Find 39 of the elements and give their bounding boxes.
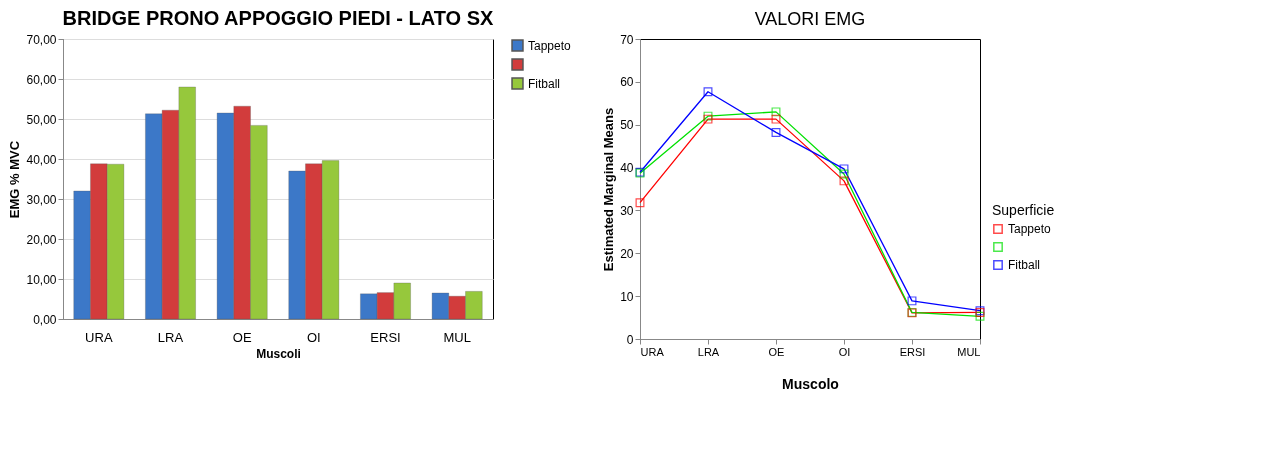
y-tick-label: 20,00 — [26, 232, 57, 247]
legend-label: Fitball — [528, 76, 561, 91]
x-tick-label: ERSI — [370, 329, 401, 345]
y-tick-label: 70 — [620, 32, 634, 47]
x-tick-label: MUL — [443, 329, 471, 345]
y-tick-label: 0,00 — [33, 312, 57, 327]
y-tick-label: 10 — [620, 289, 634, 304]
y-tick-label: 20 — [620, 246, 634, 261]
x-axis-title: Muscolo — [782, 375, 839, 392]
y-axis-title: EMG % MVC — [7, 140, 23, 219]
legend-label: Tappeto — [528, 38, 572, 53]
x-tick-label: URA — [640, 345, 665, 358]
x-tick-label: OE — [768, 345, 785, 358]
x-tick-label: OI — [838, 345, 851, 358]
y-tick-label: 50,00 — [26, 112, 57, 127]
y-tick-label: 50 — [620, 118, 634, 133]
x-tick-label: LRA — [697, 345, 720, 358]
x-tick-label: OI — [306, 329, 321, 345]
y-tick-label: 10,00 — [26, 272, 57, 287]
chart-title: BRIDGE PRONO APPOGGIO PIEDI - LATO SX — [62, 7, 495, 29]
y-tick-label: 30 — [620, 203, 634, 218]
y-tick-label: 30,00 — [26, 192, 57, 207]
chart-title: VALORI EMG — [754, 9, 866, 29]
legend-label: Fitball — [1008, 258, 1041, 272]
y-tick-label: 40,00 — [26, 152, 57, 167]
x-axis-title: Muscoli — [256, 346, 301, 361]
x-tick-label: OE — [232, 329, 252, 345]
legend-label: Tappeto — [1008, 222, 1052, 236]
x-tick-label: ERSI — [899, 345, 926, 358]
y-tick-label: 40 — [620, 161, 634, 176]
y-tick-label: 70,00 — [26, 32, 57, 47]
y-tick-label: 60,00 — [26, 72, 57, 87]
x-tick-label: URA — [85, 329, 113, 345]
x-tick-label: MUL — [957, 345, 981, 358]
y-axis-title: Estimated Marginal Means — [601, 107, 617, 272]
y-tick-label: 60 — [620, 75, 634, 90]
legend-title: Superficie — [992, 202, 1055, 218]
x-tick-label: LRA — [157, 329, 184, 345]
y-tick-label: 0 — [626, 332, 634, 347]
